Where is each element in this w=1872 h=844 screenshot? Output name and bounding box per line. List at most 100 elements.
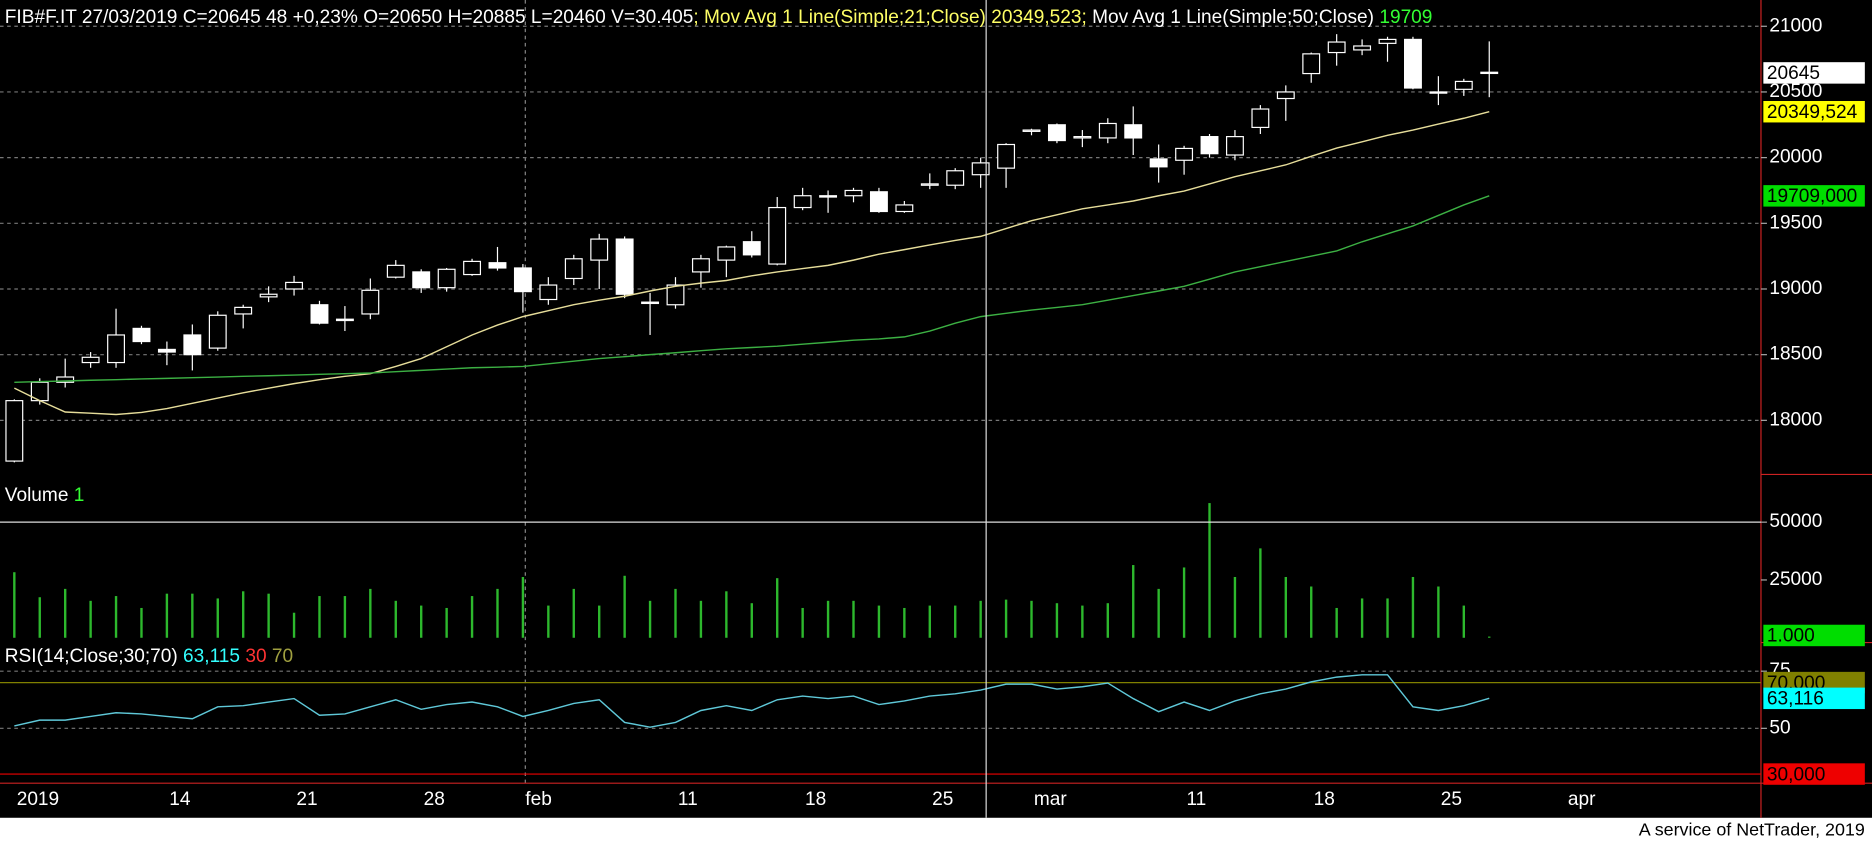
volume-bar xyxy=(470,596,474,638)
candle-body-up xyxy=(895,204,914,213)
candle-body-up xyxy=(666,284,685,306)
candle-body-down xyxy=(1480,71,1499,75)
candle-body-up xyxy=(1098,122,1117,139)
volume-bar xyxy=(1437,586,1440,638)
candle-body-up xyxy=(437,268,456,289)
header-part: 19709 xyxy=(1374,7,1432,28)
x-tick-label: feb xyxy=(525,789,552,810)
x-tick-label: 21 xyxy=(296,789,317,810)
value-marker xyxy=(1763,62,1865,84)
header-part: ; Mov Avg 1 Line(Simple;21;Close) 20349,… xyxy=(693,7,1086,28)
candle-body-down xyxy=(819,195,838,198)
candle-body-down xyxy=(335,318,354,322)
candle-body-up xyxy=(1353,45,1372,51)
volume-bar xyxy=(445,607,448,638)
candle-body-down xyxy=(157,348,176,353)
candle-body-down xyxy=(1047,124,1066,142)
volume-bar xyxy=(89,600,92,638)
volume-bar xyxy=(1233,576,1237,638)
volume-bar xyxy=(216,598,219,638)
value-marker xyxy=(1763,100,1865,123)
candle-body-up xyxy=(463,260,482,276)
candle-body-up xyxy=(768,206,787,265)
candle-body-up xyxy=(1251,108,1270,129)
y-tick-label: 18500 xyxy=(1769,344,1822,365)
panel-header: FIB#F.IT 27/03/2019 C=20645 48 +0,23% O=… xyxy=(5,7,1433,28)
volume-bar xyxy=(1386,598,1389,638)
volume-bar xyxy=(1310,586,1313,638)
volume-bar xyxy=(1004,599,1008,638)
volume-bar xyxy=(420,605,423,638)
volume-bar xyxy=(572,588,575,638)
volume-bar xyxy=(699,600,703,638)
candle-body-down xyxy=(183,334,202,356)
footer: A service of NetTrader, 2019 xyxy=(1639,820,1865,840)
header-part: Volume xyxy=(5,485,69,506)
volume-bar xyxy=(750,603,753,638)
volume-bar xyxy=(1157,588,1160,638)
candle-body-up xyxy=(107,334,125,364)
volume-bar xyxy=(979,600,982,638)
volume-bar xyxy=(13,572,16,638)
y-tick-label: 25000 xyxy=(1769,569,1822,590)
x-tick-label: 18 xyxy=(805,789,826,810)
x-tick-label: 18 xyxy=(1314,789,1335,810)
volume-bar xyxy=(1411,576,1415,638)
candle-body-up xyxy=(564,258,583,280)
candle-body-up xyxy=(208,314,227,349)
level-box xyxy=(1763,763,1865,785)
header-part: 1 xyxy=(68,485,84,506)
header-part: 30 xyxy=(240,646,267,667)
volume-bar xyxy=(674,588,677,638)
candle-body-up xyxy=(1302,53,1321,75)
candle-body-down xyxy=(1404,38,1422,89)
volume-bar xyxy=(648,600,652,638)
y-tick-label: 18000 xyxy=(1769,409,1822,430)
candle-body-down xyxy=(1149,158,1168,168)
candle-body-down xyxy=(1200,136,1219,155)
candle-body-down xyxy=(513,267,532,293)
value-marker-label: 1.000 xyxy=(1767,626,1815,647)
volume-bar xyxy=(1081,605,1084,638)
y-tick-label: 50 xyxy=(1769,717,1790,738)
candle-body-up xyxy=(844,189,863,197)
candle-body-down xyxy=(412,271,431,289)
y-tick-label: 20000 xyxy=(1769,147,1822,168)
candle-body-up xyxy=(234,306,253,315)
x-tick-label: 11 xyxy=(1186,789,1206,810)
candle-body-down xyxy=(641,301,660,305)
y-tick-label: 19000 xyxy=(1769,278,1822,299)
y-tick-label: 21000 xyxy=(1769,15,1822,36)
candle-body-up xyxy=(5,400,24,462)
candle-body-up xyxy=(1378,38,1397,44)
volume-bar xyxy=(1132,565,1135,638)
volume-bar xyxy=(623,575,626,638)
axes: FIB#F.IT 27/03/2019 C=20645 48 +0,23% O=… xyxy=(5,7,1865,810)
x-tick-label: apr xyxy=(1568,789,1596,810)
candle-body-up xyxy=(386,264,405,278)
volume-bar xyxy=(1208,503,1211,638)
x-tick-label: 2019 xyxy=(17,789,59,810)
value-marker-label: 63,116 xyxy=(1767,689,1824,710)
panel-header: RSI(14;Close;30;70) 63,115 30 70 xyxy=(5,646,293,667)
candle-body-up xyxy=(717,246,736,261)
volume-bar xyxy=(267,593,270,638)
candle-body-up xyxy=(1022,129,1041,132)
candle-body-up xyxy=(81,356,100,364)
volume-bar xyxy=(292,612,296,638)
x-tick-label: 28 xyxy=(424,789,445,810)
value-marker xyxy=(1763,687,1865,710)
volume-bar xyxy=(877,605,881,638)
candle-body-up xyxy=(259,293,278,298)
volume-bar xyxy=(928,605,931,638)
candle-body-up xyxy=(997,143,1016,169)
candle-body-up xyxy=(285,281,304,290)
y-tick-label: 19500 xyxy=(1769,212,1822,233)
series-line xyxy=(14,674,1490,728)
plot-area xyxy=(0,25,1761,775)
candle-body-up xyxy=(793,195,812,209)
x-tick-label: mar xyxy=(1034,789,1068,810)
candle-body-up xyxy=(539,284,558,301)
value-marker-label: 20349,524 xyxy=(1767,102,1858,123)
